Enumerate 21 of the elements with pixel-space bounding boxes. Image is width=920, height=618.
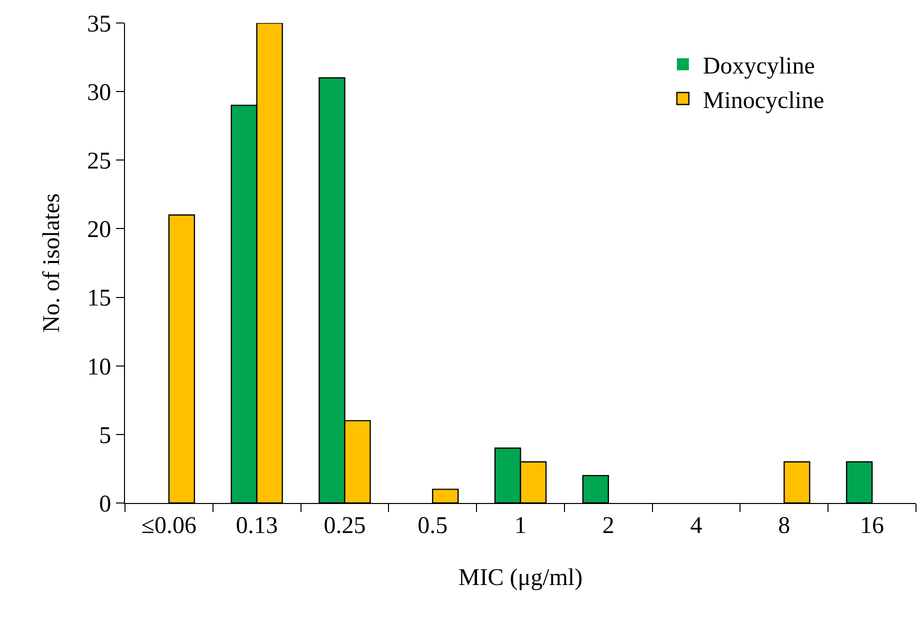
y-tick-label: 30 [87, 80, 112, 106]
x-tick-label: 8 [778, 512, 790, 539]
y-tick-label: 15 [87, 286, 112, 312]
y-tick-label: 5 [99, 422, 112, 449]
x-tick-label: 0.25 [324, 512, 366, 539]
x-axis-title: MIC (μg/ml) [458, 565, 583, 592]
y-tick-label: 0 [99, 491, 112, 518]
x-tick-label: 4 [690, 512, 702, 539]
y-tick-label: 10 [87, 354, 112, 380]
y-tick-label: 25 [87, 148, 112, 175]
y-tick-label: 20 [87, 217, 112, 244]
x-tick-label: 0.5 [418, 512, 448, 539]
x-tick-label: ≤0.06 [141, 512, 197, 539]
x-tick-label: 2 [602, 512, 614, 539]
y-axis-title: No. of isolates [39, 193, 66, 333]
x-tick-label: 16 [860, 512, 884, 539]
x-tick-label: 0.13 [236, 512, 278, 539]
legend-label: Doxycyline [702, 54, 815, 80]
y-tick-label: 35 [87, 11, 112, 38]
x-tick-label: 1 [514, 512, 526, 539]
legend-label: Minocycline [702, 88, 824, 114]
